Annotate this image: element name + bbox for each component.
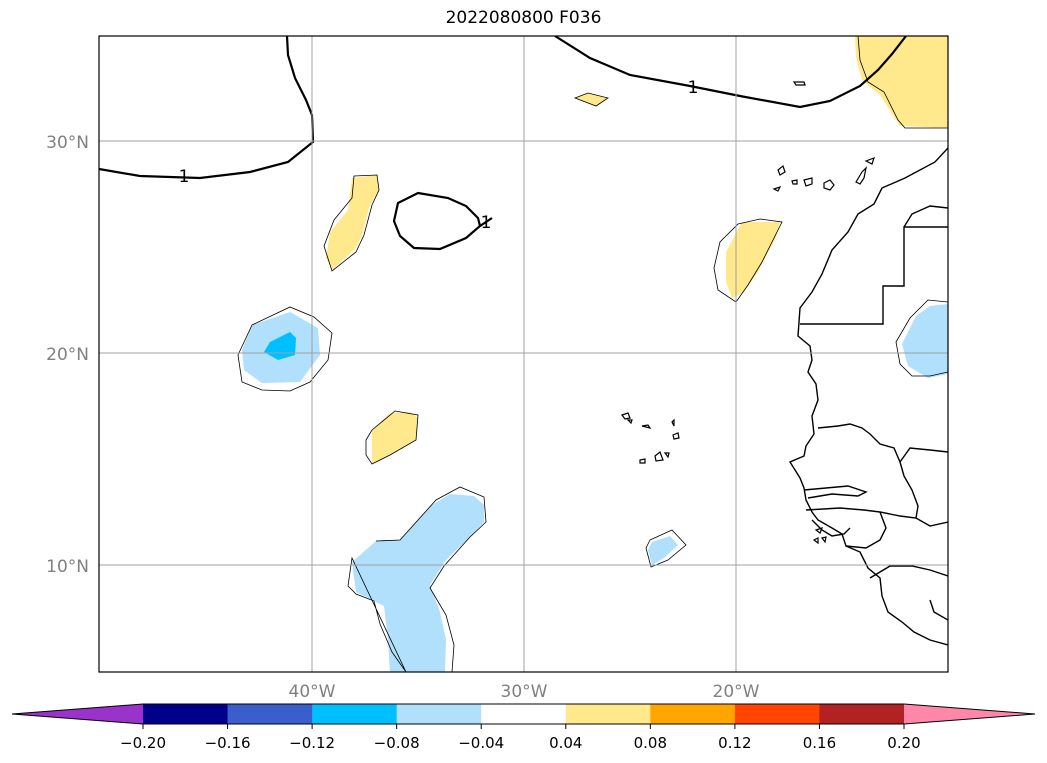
colorbar-tick-label: 0.16 xyxy=(803,734,836,752)
colorbar-segment xyxy=(734,704,820,724)
lat-label-20n: 20°N xyxy=(46,345,89,365)
colorbar-tick-label: −0.16 xyxy=(205,734,251,752)
colorbar-segment xyxy=(312,704,398,724)
contour-label: 1 xyxy=(481,213,492,233)
colorbar-tick-label: −0.04 xyxy=(458,734,504,752)
islands xyxy=(621,81,875,545)
colorbar-tick-label: 0.04 xyxy=(549,734,582,752)
map-frame xyxy=(98,35,949,673)
negative-anomaly-south xyxy=(352,494,484,672)
colorbar-segment xyxy=(819,704,905,724)
contour-label: 1 xyxy=(688,78,699,98)
colorbar-tick-label: 0.08 xyxy=(634,734,667,752)
coastlines xyxy=(788,147,948,646)
lon-label-20w: 20°W xyxy=(713,682,760,702)
colorbar-segment xyxy=(143,704,229,724)
colorbar-segment xyxy=(396,704,482,724)
positive-anomaly-west xyxy=(326,175,379,270)
colorbar-segment xyxy=(650,704,736,724)
colorbar-segment xyxy=(481,704,567,724)
positive-anomaly-ne xyxy=(855,36,948,128)
colorbar-tick-label: −0.08 xyxy=(374,734,420,752)
positive-anomaly-east xyxy=(726,222,780,298)
shaded-regions xyxy=(237,36,948,672)
colorbar-tick-label: −0.12 xyxy=(289,734,335,752)
lon-label-40w: 40°W xyxy=(289,682,336,702)
colorbar: −0.20 −0.16 −0.12 −0.08 −0.04 0.04 0.08 0.12 0.1… xyxy=(11,703,1036,752)
lat-label-30n: 30°N xyxy=(46,133,89,153)
map-title: 2022080800 F036 xyxy=(445,8,602,28)
contour-label: 1 xyxy=(179,167,190,187)
colorbar-segment xyxy=(565,704,651,724)
colorbar-tick-label: 0.20 xyxy=(887,734,920,752)
contour-lines xyxy=(99,36,907,251)
colorbar-tick-label: −0.20 xyxy=(120,734,166,752)
colorbar-segment xyxy=(227,704,313,724)
colorbar-tick-label: 0.12 xyxy=(718,734,751,752)
gridlines xyxy=(99,36,948,672)
lat-label-10n: 10°N xyxy=(46,557,89,577)
negative-anomaly-small xyxy=(648,536,678,565)
negative-anomaly-east xyxy=(902,304,948,378)
colorbar-extend-low xyxy=(12,704,143,724)
positive-anomaly-south xyxy=(372,412,418,464)
colorbar-extend-high xyxy=(904,704,1035,724)
lon-label-30w: 30°W xyxy=(501,682,548,702)
